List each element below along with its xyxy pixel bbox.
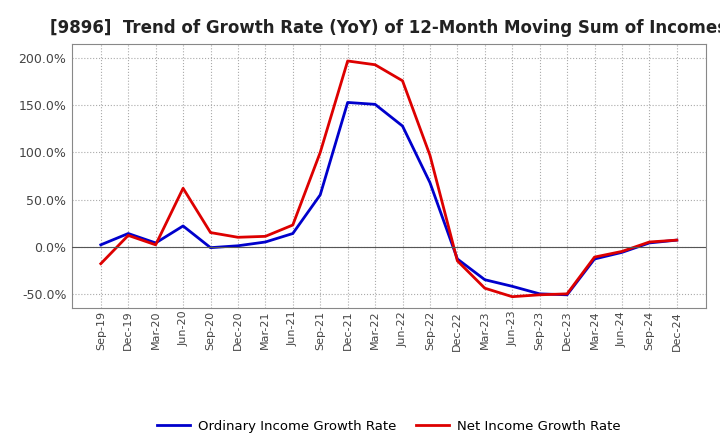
Net Income Growth Rate [563,291,572,297]
Net Income Growth Rate [645,239,654,245]
Ordinary Income Growth Rate [289,231,297,236]
Line: Ordinary Income Growth Rate: Ordinary Income Growth Rate [101,103,677,295]
Ordinary Income Growth Rate [96,242,105,247]
Ordinary Income Growth Rate [124,231,132,236]
Legend: Ordinary Income Growth Rate, Net Income Growth Rate: Ordinary Income Growth Rate, Net Income … [152,415,626,439]
Ordinary Income Growth Rate [536,291,544,297]
Net Income Growth Rate [480,286,489,291]
Net Income Growth Rate [151,242,160,247]
Ordinary Income Growth Rate [426,180,434,185]
Net Income Growth Rate [206,230,215,235]
Title: [9896]  Trend of Growth Rate (YoY) of 12-Month Moving Sum of Incomes: [9896] Trend of Growth Rate (YoY) of 12-… [50,19,720,37]
Ordinary Income Growth Rate [151,240,160,246]
Ordinary Income Growth Rate [398,123,407,128]
Net Income Growth Rate [179,186,187,191]
Net Income Growth Rate [371,62,379,67]
Net Income Growth Rate [672,238,681,243]
Ordinary Income Growth Rate [480,277,489,282]
Net Income Growth Rate [536,292,544,297]
Ordinary Income Growth Rate [672,238,681,243]
Ordinary Income Growth Rate [233,243,242,249]
Net Income Growth Rate [261,234,270,239]
Net Income Growth Rate [316,150,325,155]
Ordinary Income Growth Rate [645,240,654,246]
Ordinary Income Growth Rate [618,250,626,255]
Ordinary Income Growth Rate [316,192,325,198]
Ordinary Income Growth Rate [453,257,462,262]
Ordinary Income Growth Rate [261,239,270,245]
Net Income Growth Rate [343,59,352,64]
Ordinary Income Growth Rate [343,100,352,105]
Net Income Growth Rate [96,261,105,266]
Ordinary Income Growth Rate [206,245,215,250]
Net Income Growth Rate [124,233,132,238]
Ordinary Income Growth Rate [179,224,187,229]
Line: Net Income Growth Rate: Net Income Growth Rate [101,61,677,297]
Ordinary Income Growth Rate [508,284,516,289]
Net Income Growth Rate [590,254,599,260]
Net Income Growth Rate [233,235,242,240]
Net Income Growth Rate [398,78,407,84]
Net Income Growth Rate [426,153,434,158]
Net Income Growth Rate [289,222,297,227]
Net Income Growth Rate [453,258,462,264]
Ordinary Income Growth Rate [563,292,572,297]
Net Income Growth Rate [618,249,626,254]
Ordinary Income Growth Rate [371,102,379,107]
Ordinary Income Growth Rate [590,257,599,262]
Net Income Growth Rate [508,294,516,299]
